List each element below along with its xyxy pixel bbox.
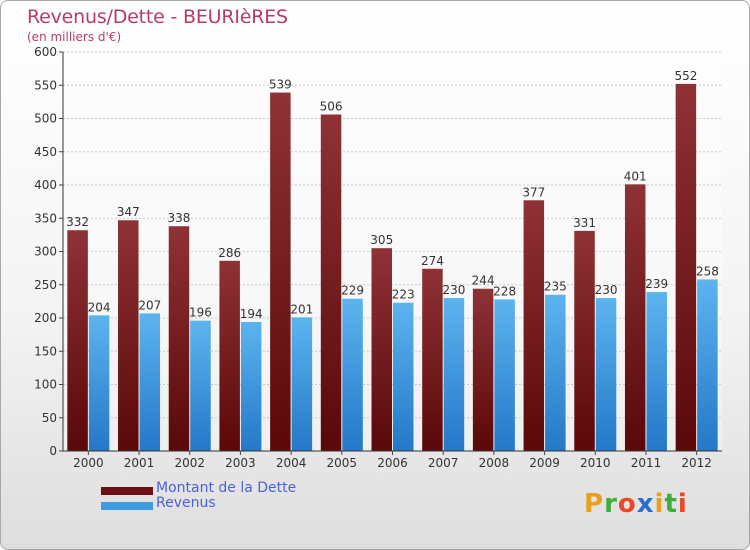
gridlines: [63, 51, 722, 451]
x-tick-label: 2007: [428, 456, 459, 470]
logo-letter: t: [664, 489, 678, 519]
bar-dette: [523, 200, 545, 451]
y-tick-label: 400: [34, 178, 57, 192]
data-label-dette: 539: [269, 78, 292, 92]
y-tick-label: 0: [49, 444, 57, 458]
y-tick-label: 500: [34, 112, 57, 126]
y-tick-label: 300: [34, 245, 57, 259]
bar-revenus: [139, 313, 161, 451]
y-tick-label: 100: [34, 378, 57, 392]
bar-dette: [219, 260, 240, 451]
data-label-revenus: 239: [645, 277, 668, 291]
data-label-dette: 274: [421, 254, 444, 268]
data-label-dette: 552: [674, 69, 697, 83]
data-label-revenus: 201: [290, 302, 313, 316]
bar-dette: [422, 268, 443, 451]
data-label-dette: 331: [573, 216, 596, 230]
y-tick-label: 350: [34, 211, 57, 225]
y-tick-label: 50: [42, 411, 57, 425]
x-tick-label: 2008: [479, 456, 510, 470]
bar-revenus: [494, 299, 515, 451]
bar-revenus: [443, 298, 465, 451]
bar-revenus: [545, 294, 566, 451]
y-tick-label: 150: [34, 344, 57, 358]
data-label-revenus: 258: [696, 264, 719, 278]
y-tick-label: 450: [34, 145, 57, 159]
legend-label-revenus: Revenus: [156, 495, 216, 511]
bar-revenus: [595, 298, 617, 451]
legend-swatch-dette: [101, 487, 153, 495]
data-label-dette: 244: [472, 274, 495, 288]
bar-dette: [270, 92, 291, 451]
data-label-revenus: 207: [138, 298, 161, 312]
data-label-revenus: 196: [189, 306, 212, 320]
x-tick-label: 2011: [631, 456, 662, 470]
x-tick-label: 2010: [580, 456, 611, 470]
logo-letter: o: [617, 489, 637, 519]
data-label-dette: 332: [66, 215, 89, 229]
bar-dette: [624, 184, 646, 451]
data-label-revenus: 204: [88, 300, 111, 314]
logo-letter: x: [636, 489, 655, 519]
bar-revenus: [88, 315, 110, 451]
data-label-dette: 338: [168, 211, 191, 225]
x-tick-label: 2012: [681, 456, 712, 470]
y-tick-label: 550: [34, 78, 57, 92]
logo-letter: i: [677, 489, 688, 519]
logo-letter: P: [584, 489, 605, 519]
legend-swatch-revenus: [101, 502, 153, 510]
bar-dette: [320, 114, 342, 451]
data-label-dette: 401: [624, 169, 647, 183]
bar-revenus: [697, 279, 718, 451]
bar-revenus: [240, 321, 262, 451]
x-tick-label: 2003: [225, 456, 256, 470]
bar-dette: [371, 248, 392, 451]
bar-revenus: [190, 320, 211, 451]
data-label-revenus: 228: [493, 284, 516, 298]
logo-letter: i: [654, 489, 665, 519]
data-label-dette: 347: [117, 205, 140, 219]
bar-dette: [675, 83, 697, 452]
data-label-dette: 286: [218, 246, 241, 260]
data-label-dette: 377: [522, 185, 545, 199]
data-label-revenus: 230: [442, 283, 465, 297]
data-label-dette: 305: [370, 233, 393, 247]
y-tick-label: 600: [34, 45, 57, 59]
bar-revenus: [342, 298, 363, 451]
logo-letter: r: [604, 489, 618, 519]
bar-revenus: [393, 302, 414, 451]
bar-dette: [67, 230, 88, 451]
x-tick-label: 2002: [174, 456, 205, 470]
y-tick-label: 200: [34, 311, 57, 325]
y-tick-label: 250: [34, 278, 57, 292]
x-tick-label: 2004: [276, 456, 307, 470]
bar-dette: [168, 226, 190, 451]
bar-dette: [118, 220, 139, 451]
x-tick-label: 2000: [73, 456, 104, 470]
x-tick-label: 2001: [124, 456, 155, 470]
bar-revenus: [291, 317, 313, 451]
data-label-revenus: 194: [240, 307, 263, 321]
x-tick-label: 2005: [327, 456, 358, 470]
axes: 0 50 100 150 200 250 300 350 400 450 500 550 600 2000…: [34, 45, 722, 470]
data-label-revenus: 223: [392, 288, 415, 302]
legend-label-dette: Montant de la Dette: [156, 480, 297, 496]
data-labels: 332 204 347 207 338 196 286 194 539 201 506 229 305 2…: [66, 69, 719, 321]
x-tick-label: 2006: [377, 456, 408, 470]
data-label-revenus: 229: [341, 284, 364, 298]
data-label-revenus: 235: [544, 280, 567, 294]
bars: [67, 83, 718, 452]
bar-dette: [574, 230, 595, 451]
chart-title: Revenus/Dette - BEURIèRES: [27, 6, 288, 28]
proxiti-logo: Proxiti: [584, 489, 688, 519]
data-label-revenus: 230: [595, 283, 618, 297]
x-tick-label: 2009: [529, 456, 560, 470]
bar-revenus: [646, 292, 667, 451]
data-label-dette: 506: [320, 100, 343, 114]
chart-subtitle: (en milliers d'€): [27, 30, 122, 44]
bar-dette: [472, 288, 494, 451]
